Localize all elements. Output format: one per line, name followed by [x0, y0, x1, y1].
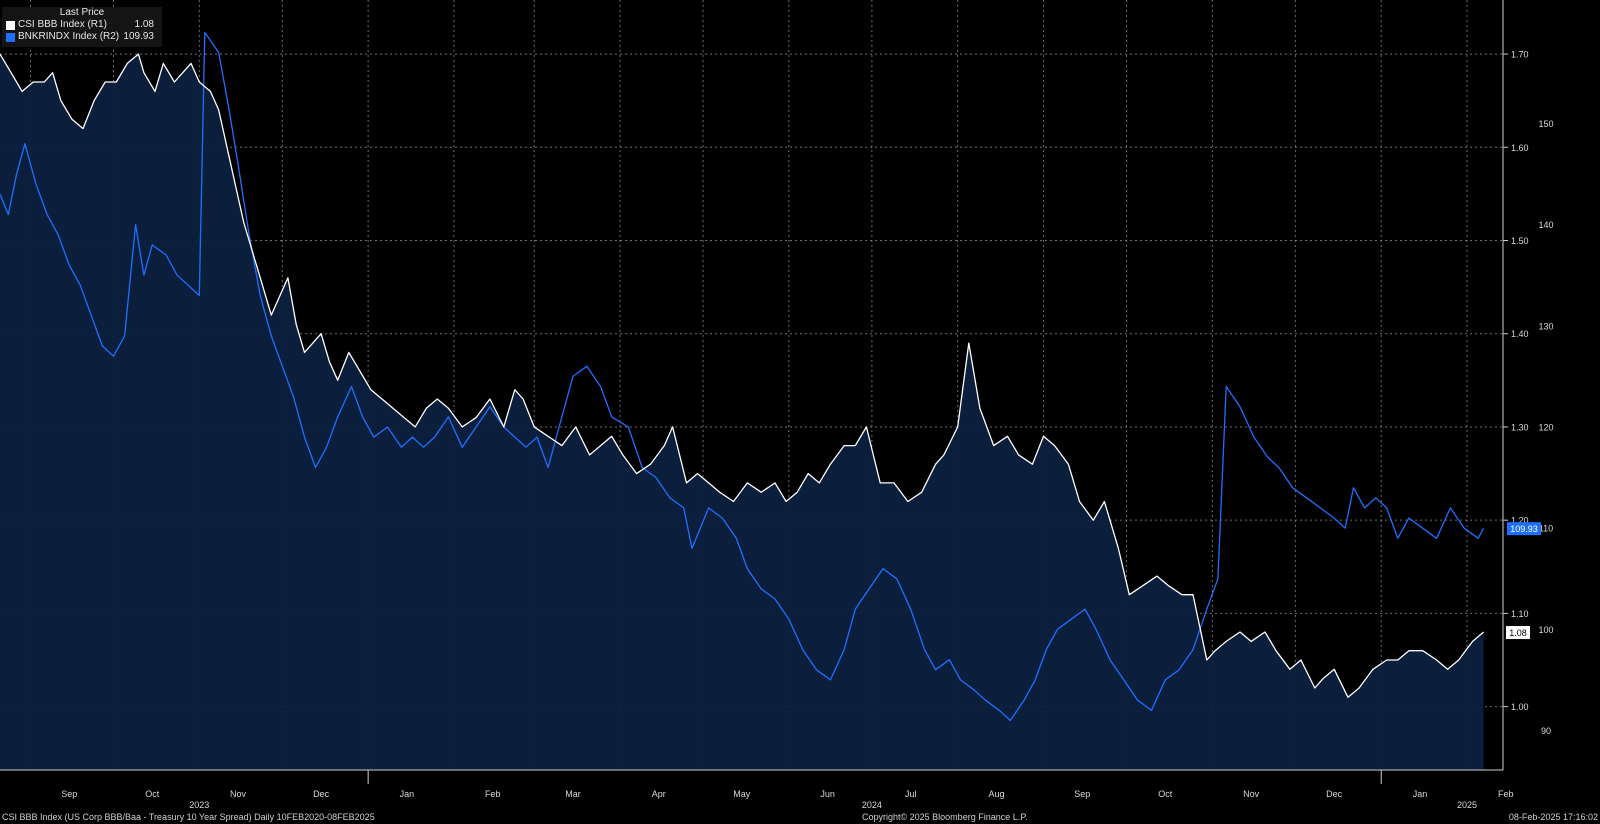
axes: 1.00 1.10 1.20 1.30 1.40 1.50 1.60 1.70 90 100 110…: [0, 0, 1554, 810]
r2-tick-label: 90: [1541, 726, 1551, 736]
r1-tick-label: 1.50: [1511, 236, 1529, 246]
r1-tick-label: 1.70: [1511, 50, 1529, 60]
legend-item-csi-bbb[interactable]: CSI BBB Index (R1) 1.08: [2, 19, 162, 31]
x-tick-label: Jun: [820, 789, 835, 799]
r1-last-value-label: 1.08: [1509, 628, 1527, 638]
legend-swatch-csi-bbb: [6, 20, 15, 30]
r1-tick-label: 1.20: [1511, 516, 1529, 526]
legend-header: Last Price: [59, 7, 105, 18]
series-area-csi-bbb: [0, 54, 1484, 771]
r2-tick-label: 120: [1538, 422, 1553, 432]
r1-tick-label: 1.00: [1511, 702, 1529, 712]
x-tick-label: Jan: [1413, 789, 1428, 799]
x-year-label: 2023: [189, 800, 209, 810]
x-tick-label: May: [733, 789, 751, 799]
legend-item-value: 1.08: [134, 19, 154, 30]
r2-last-value-tag: [1507, 522, 1541, 536]
x-tick-label: Dec: [1326, 789, 1343, 799]
legend-item-bnkrindx[interactable]: BNKRINDX Index (R2) 109.93: [2, 31, 162, 43]
x-year-label: 2024: [862, 800, 882, 810]
r2-tick-label: 140: [1538, 220, 1553, 230]
series-line-bnkrindx: [0, 31, 1485, 722]
r1-tick-label: 1.10: [1511, 609, 1529, 619]
series-line-csi-bbb: [0, 53, 1485, 698]
footer-description: CSI BBB Index (US Corp BBB/Baa - Treasur…: [2, 812, 375, 822]
x-tick-label: Nov: [230, 789, 247, 799]
footer-copyright: Copyright© 2025 Bloomberg Finance L.P.: [862, 812, 1028, 822]
x-tick-label: Oct: [145, 789, 160, 799]
x-tick-label: Dec: [313, 789, 330, 799]
footer-timestamp: 08-Feb-2025 17:16:02: [1508, 812, 1598, 822]
r1-tick-label: 1.60: [1511, 143, 1529, 153]
legend-item-label: CSI BBB Index (R1): [18, 19, 107, 30]
x-tick-label: Apr: [652, 789, 666, 799]
legend-swatch-bnkrindx: [6, 32, 15, 42]
r2-last-value-label: 109.93: [1510, 524, 1538, 534]
x-tick-label: Jan: [400, 789, 415, 799]
r2-tick-label: 110: [1539, 524, 1553, 534]
x-year-label: 2025: [1457, 800, 1477, 810]
r1-tick-label: 1.40: [1511, 329, 1529, 339]
r2-tick-label: 130: [1538, 321, 1553, 331]
x-tick-label: Nov: [1243, 789, 1260, 799]
series-layer: [0, 31, 1485, 771]
x-tick-label: Feb: [1498, 789, 1514, 799]
legend-item-value: 109.93: [123, 31, 154, 42]
x-tick-label: Oct: [1158, 789, 1173, 799]
x-tick-label: Jul: [905, 789, 917, 799]
legend-item-label: BNKRINDX Index (R2): [18, 31, 120, 42]
x-tick-label: Aug: [988, 789, 1004, 799]
r2-tick-label: 150: [1538, 119, 1553, 129]
r2-tick-label: 100: [1538, 625, 1553, 635]
x-tick-label: Sep: [1074, 789, 1090, 799]
r1-last-value-tag: [1506, 626, 1530, 640]
legend: Last Price CSI BBB Index (R1) 1.08 BNKRI…: [2, 7, 162, 47]
x-tick-label: Sep: [61, 789, 77, 799]
r1-tick-label: 1.30: [1511, 422, 1529, 432]
x-tick-label: Feb: [485, 789, 501, 799]
x-tick-label: Mar: [565, 789, 581, 799]
